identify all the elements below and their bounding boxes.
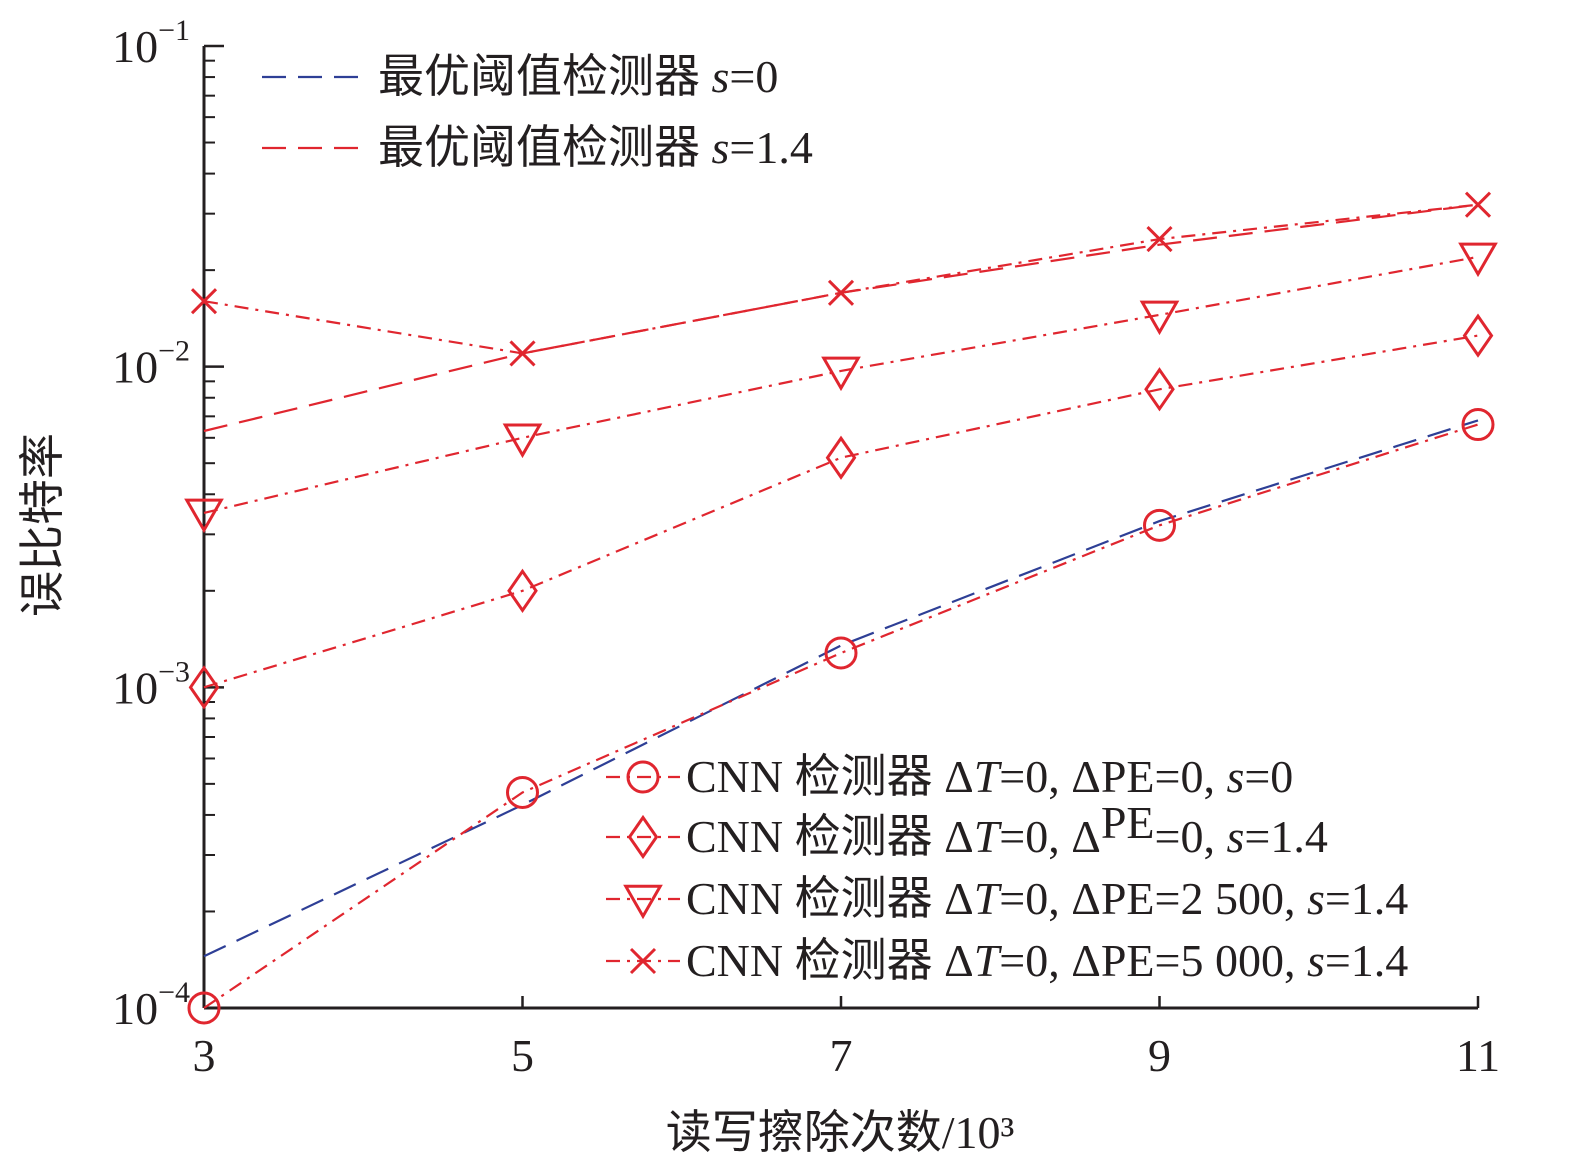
circle-marker [1143,508,1176,542]
triangle-down-marker [623,884,663,920]
x-tick-label: 3 [193,1030,216,1081]
diamond-marker [507,568,538,613]
x-tick-label: 7 [830,1030,853,1081]
x-tick-label: 9 [1148,1030,1171,1081]
series-line-2 [203,423,1479,1009]
x-tick-label: 11 [1456,1030,1500,1081]
circle-marker [1461,408,1495,442]
x-axis-title: 读写擦除次数/10³ [666,1107,1015,1158]
legend-label-3: CNN 检测器 ΔT=0, ΔPE=0, s=1.4 [686,797,1328,862]
y-tick-exponent: −2 [158,335,190,368]
series-1 [203,203,1479,433]
series-3 [188,313,1494,710]
y-tick-base: 10 [112,662,158,713]
legend-label-0: 最优阈值检测器 s=0 [378,51,778,102]
legend-label-4: CNN 检测器 ΔT=0, ΔPE=2 500, s=1.4 [686,873,1408,924]
y-tick-base: 10 [112,342,158,393]
x-marker [190,288,218,315]
diamond-marker [627,814,659,860]
y-tick-exponent: −3 [158,655,190,688]
y-tick-label: 10−3 [112,655,190,713]
triangle-down-marker [821,356,861,392]
diamond-marker [1462,313,1494,358]
y-tick-exponent: −4 [158,976,190,1009]
legend-label-5: CNN 检测器 ΔT=0, ΔPE=5 000, s=1.4 [686,935,1408,986]
series-line-5 [203,203,1479,355]
legend-entry-4: CNN 检测器 ΔT=0, ΔPE=2 500, s=1.4 [606,873,1408,924]
legend-entry-0: 最优阈值检测器 s=0 [262,51,778,102]
legend-entry-1: 最优阈值检测器 s=1.4 [262,122,813,173]
x-marker [629,947,657,975]
circle-marker [506,775,539,809]
y-tick-exponent: −1 [158,14,190,47]
y-tick-label: 10−2 [112,335,190,393]
triangle-down-marker [502,423,543,459]
series-2 [187,408,1495,1025]
y-axis-title: 误比特率 [17,433,68,617]
legend-entry-2: CNN 检测器 ΔT=0, ΔPE=0, s=0 [606,751,1293,802]
x-tick-label: 5 [511,1030,534,1081]
x-marker [1146,225,1173,253]
series-4 [184,242,1498,534]
circle-marker [187,991,221,1025]
legend: 最优阈值检测器 s=0 最优阈值检测器 s=1.4 CNN 检测器 ΔT=0, ΔP… [262,51,1408,986]
y-tick-label: 10−1 [112,14,190,72]
legend-label-2: CNN 检测器 ΔT=0, ΔPE=0, s=0 [686,751,1293,802]
triangle-down-marker [184,498,224,534]
series-lines [184,191,1498,1025]
series-line-0 [203,419,1479,958]
x-marker [1464,191,1492,218]
x-marker [827,279,855,306]
series-line-1 [203,203,1479,433]
diamond-marker [825,435,857,480]
x-marker [509,340,536,367]
series-line-4 [203,255,1479,514]
diamond-marker [1144,367,1175,412]
y-tick-label: 10−4 [112,976,190,1034]
diamond-marker [188,665,220,710]
legend-entry-3: CNN 检测器 ΔT=0, ΔPE=0, s=1.4 [606,797,1328,862]
series-5 [190,191,1492,367]
y-tick-base: 10 [112,983,158,1034]
y-tick-base: 10 [112,21,158,72]
series-0 [203,419,1479,958]
circle-marker [824,636,858,670]
legend-label-1: 最优阈值检测器 s=1.4 [378,122,813,173]
circle-marker [626,760,660,794]
axes: 10−410−310−210−13 5 7 9 11 [112,14,1500,1081]
legend-entry-5: CNN 检测器 ΔT=0, ΔPE=5 000, s=1.4 [606,935,1408,986]
series-line-3 [203,334,1479,689]
triangle-down-marker [1139,300,1180,336]
triangle-down-marker [1458,242,1498,278]
